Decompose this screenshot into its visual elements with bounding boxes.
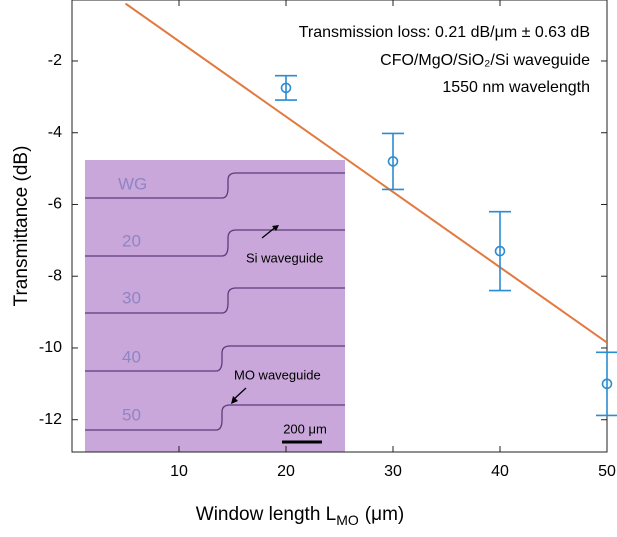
inset-row-labels: WG 20 30 40 50 [118,174,147,424]
y-tick-label: -12 [39,411,62,428]
fit-line [124,2,607,344]
x-label-unit: (μm) [365,504,404,525]
inset-label: MO waveguide [234,367,321,382]
x-tick-label: 20 [277,463,295,480]
row-label: 40 [122,347,141,366]
y-tick-label: -8 [48,267,62,284]
x-label-text: Window length L [196,504,336,525]
x-tick-label: 10 [170,463,188,480]
data-point [387,156,399,167]
arrow [232,387,247,401]
row-label: 20 [122,231,141,250]
arrow-head [272,225,279,231]
row-label: 50 [122,405,141,424]
x-label-sub: MO [336,512,359,528]
x-tick-label: 50 [598,463,616,480]
data-point [280,82,292,94]
row-label: 30 [122,288,141,307]
waveguides [85,172,345,431]
data-point [601,378,613,390]
annotation: Transmission loss: 0.21 dB/μm ± 0.63 dB [299,24,590,41]
plot-frame [71,0,608,453]
scale-bar-label: 200 μm [283,421,327,436]
inset-image [85,160,345,452]
y-tick-label: -6 [48,196,62,213]
row-label: WG [118,174,147,193]
x-axis-label: Window length LMO (μm) [196,504,404,528]
y-tick-label: -4 [48,124,62,141]
annotation: 1550 nm wavelength [442,79,590,96]
x-tick-label: 40 [491,463,509,480]
x-tick-label: 30 [384,463,402,480]
inset-label: Si waveguide [246,250,323,265]
annotation: CFO/MgO/SiO₂/Si waveguide [380,52,590,69]
data-point [494,245,506,257]
arrow-head [231,396,238,404]
y-tick-label: -2 [48,52,62,69]
inset: WG 20 30 40 50 Si waveguide MO waveguide… [85,160,345,452]
plot-layer [124,2,607,344]
y-tick-label: -10 [39,339,62,356]
y-axis-label: Transmittance (dB) [11,146,32,307]
